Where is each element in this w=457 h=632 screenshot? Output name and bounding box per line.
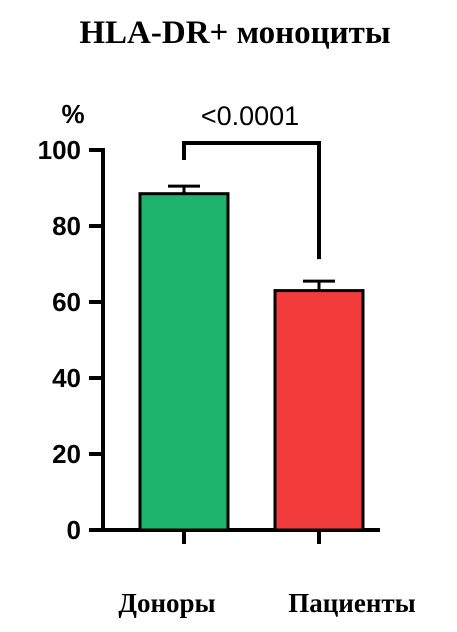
x-category-labels: Доноры Пациенты bbox=[118, 588, 415, 618]
y-tick-label-4: 80 bbox=[52, 211, 81, 241]
y-tick-label-3: 60 bbox=[52, 287, 81, 317]
bar-0 bbox=[140, 194, 228, 530]
chart-title: HLA-DR+ моноциты bbox=[79, 15, 390, 51]
bars bbox=[140, 194, 363, 530]
x-category-label-1: Пациенты bbox=[288, 588, 416, 618]
y-axis-unit-label: % bbox=[61, 99, 84, 129]
significance-label: <0.0001 bbox=[201, 101, 299, 131]
y-tick-label-2: 40 bbox=[52, 363, 81, 393]
y-tick-label-0: 0 bbox=[67, 515, 81, 545]
y-tick-label-5: 100 bbox=[38, 135, 81, 165]
y-tick-label-1: 20 bbox=[52, 439, 81, 469]
y-ticks: 0 20 40 60 80 100 bbox=[38, 135, 103, 545]
x-category-label-0: Доноры bbox=[118, 588, 215, 618]
bar-1 bbox=[275, 291, 363, 530]
